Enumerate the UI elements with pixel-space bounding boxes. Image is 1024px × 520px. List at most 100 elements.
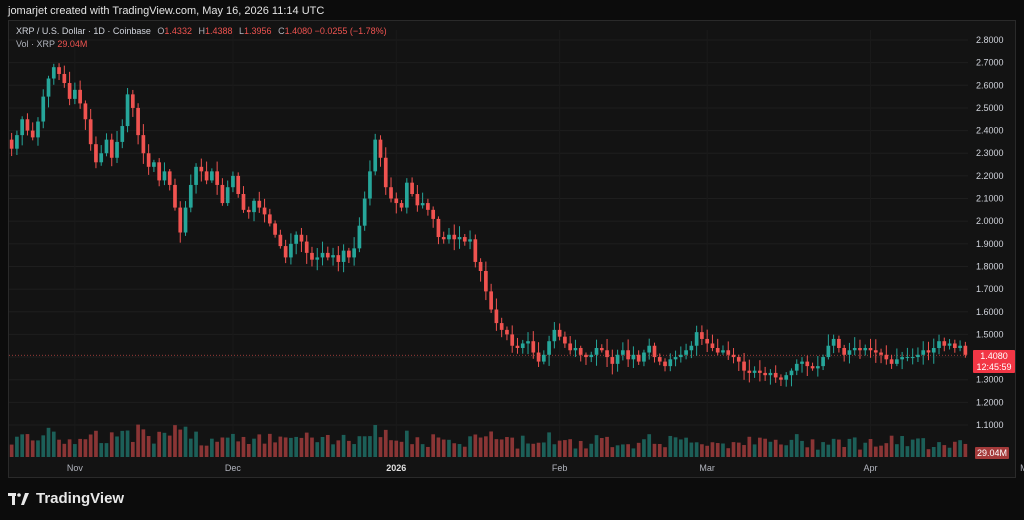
candle-body — [758, 370, 762, 373]
candle-body — [241, 194, 246, 210]
volume-value: 29.04M — [57, 39, 88, 49]
volume-bar — [278, 436, 283, 457]
volume-bar — [178, 429, 183, 457]
tradingview-logo[interactable]: TradingView — [8, 490, 124, 507]
volume-bar — [589, 443, 594, 457]
volume-bar — [563, 440, 567, 457]
volume-bar — [663, 447, 667, 457]
x-tick-label: 2026 — [386, 463, 406, 473]
candle-body — [473, 239, 478, 262]
volume-bar — [141, 429, 146, 457]
candle-body — [631, 354, 636, 360]
chart-frame[interactable] — [8, 20, 1016, 478]
candle-body — [931, 348, 936, 353]
volume-bar — [952, 441, 957, 457]
volume-bar — [373, 424, 378, 457]
volume-bar — [199, 445, 204, 457]
candle-body — [157, 162, 162, 181]
candle-body — [821, 357, 825, 367]
candle-body — [736, 357, 741, 362]
volume-bar — [46, 427, 51, 457]
y-tick-label: 2.5000 — [976, 103, 1004, 113]
volume-bar — [873, 446, 878, 457]
candle-body — [199, 166, 204, 172]
volume-bar — [721, 443, 725, 457]
volume-bar — [684, 437, 688, 457]
candle-body — [336, 255, 341, 262]
volume-bar — [937, 442, 941, 457]
candle-body — [489, 291, 493, 310]
y-tick-label: 1.1000 — [976, 420, 1004, 430]
candle-body — [536, 352, 541, 362]
candle-body — [547, 341, 551, 355]
candle-body — [916, 354, 920, 358]
candle-body — [67, 83, 72, 99]
volume-bar — [283, 437, 288, 457]
volume-bar — [810, 439, 815, 457]
change-value: −0.0255 (−1.78%) — [314, 26, 387, 36]
volume-bar — [642, 439, 646, 457]
candle-body — [426, 203, 430, 210]
volume-bar — [963, 443, 968, 457]
volume-bar — [109, 432, 114, 457]
candle-body — [895, 359, 899, 364]
volume-bar — [747, 436, 752, 457]
volume-bar — [252, 438, 256, 457]
volume-bar — [573, 448, 578, 457]
candle-body — [130, 94, 135, 108]
candles — [9, 63, 968, 387]
volume-bar — [341, 434, 346, 457]
candle-body — [700, 332, 704, 339]
volume-bar — [62, 443, 67, 457]
candle-body — [225, 187, 230, 204]
volume-bar — [78, 438, 82, 457]
volume-bar — [852, 437, 857, 457]
volume-bar — [784, 445, 789, 457]
tradingview-logo-icon — [8, 492, 29, 505]
volume-bar — [125, 430, 130, 457]
candle-body — [594, 348, 599, 355]
volume-bar — [57, 439, 61, 457]
volume-bar — [299, 437, 304, 457]
y-tick-label: 1.2000 — [976, 397, 1004, 407]
volume-bar — [452, 443, 457, 457]
x-tick-label: Nov — [67, 463, 84, 473]
volume-bar — [826, 444, 831, 457]
candle-body — [526, 341, 530, 344]
candle-body — [810, 366, 815, 369]
y-tick-label: 1.8000 — [976, 261, 1004, 271]
volume-bar — [815, 449, 820, 457]
candle-body — [341, 250, 346, 262]
candle-body — [162, 171, 167, 181]
volume-bar — [726, 448, 731, 457]
volume-bar — [383, 429, 388, 457]
candle-body — [399, 203, 404, 208]
volume-bar — [304, 432, 309, 457]
volume-bar — [921, 438, 926, 457]
x-tick-label: Apr — [864, 463, 878, 473]
volume-bar — [267, 433, 272, 457]
y-tick-label: 2.8000 — [976, 35, 1004, 45]
candle-body — [563, 336, 567, 344]
close-value: 1.4080 — [284, 26, 313, 36]
volume-bar — [36, 440, 40, 457]
y-tick-label: 1.7000 — [976, 284, 1004, 294]
candle-body — [252, 200, 256, 213]
candle-body — [347, 250, 351, 258]
volume-bar — [889, 435, 894, 457]
candle-body — [715, 348, 720, 353]
candle-body — [531, 341, 536, 353]
volume-bar — [847, 438, 852, 457]
candle-body — [9, 139, 14, 149]
volume-bar — [541, 442, 546, 457]
low-label: L — [239, 26, 245, 36]
candle-body — [926, 350, 931, 353]
volume-bar — [194, 431, 198, 457]
volume-bar — [657, 443, 662, 457]
volume-bar — [652, 443, 657, 457]
y-tick-label: 1.3000 — [976, 375, 1004, 385]
candle-body — [599, 348, 604, 351]
volume-bar — [531, 443, 536, 457]
y-tick-label: 2.3000 — [976, 148, 1004, 158]
